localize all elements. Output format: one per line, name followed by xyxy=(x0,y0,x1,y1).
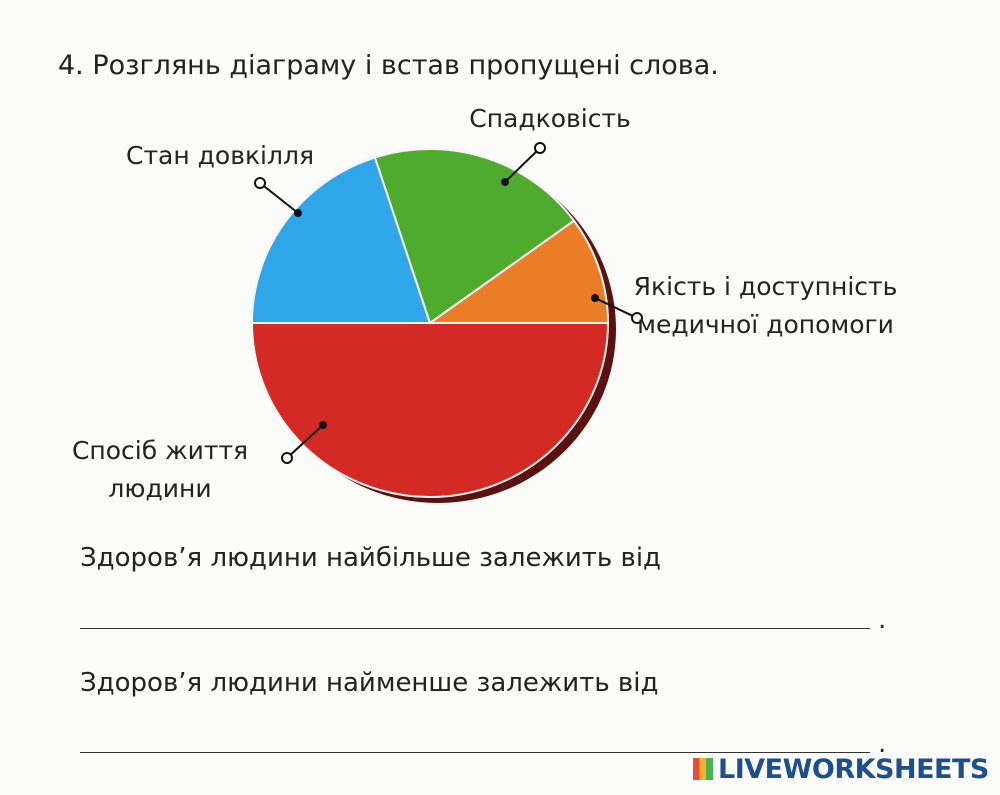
sentence-end: . xyxy=(878,605,887,635)
pie-slice xyxy=(426,219,610,324)
leader-line xyxy=(594,297,638,319)
pie-slice xyxy=(250,156,432,324)
pie-slice xyxy=(373,148,576,325)
sentence: Здоров’я людини найменше залежить від xyxy=(80,668,659,698)
answer-blank[interactable] xyxy=(80,628,870,629)
leader-end xyxy=(501,178,509,186)
sentence-end: . xyxy=(878,729,887,759)
leader-dot xyxy=(631,312,643,324)
heading: 4. Розглянь діаграму і встав пропущені с… xyxy=(58,50,719,81)
leader-line xyxy=(286,424,324,459)
leader-end xyxy=(319,421,327,429)
leader-end xyxy=(294,209,302,217)
slice-label: Стан довкілля xyxy=(126,141,314,170)
pie-slice xyxy=(250,322,610,498)
sentence: Здоров’я людини найбільше залежить від xyxy=(80,543,662,573)
slice-label: Спосіб життя людини xyxy=(71,436,249,503)
logo: LIVEWORKSHEETS xyxy=(718,754,989,785)
logo-icon xyxy=(693,758,713,780)
leader-line xyxy=(259,182,299,214)
leader-dot xyxy=(534,142,546,154)
slice-label: Спадковість xyxy=(469,104,631,133)
leader-end xyxy=(591,294,599,302)
leader-dot xyxy=(254,177,266,189)
answer-blank[interactable] xyxy=(80,752,870,753)
leader-dot xyxy=(281,452,293,464)
leader-line xyxy=(504,147,541,183)
slice-label: Якість і доступність медичної допомоги xyxy=(633,272,898,339)
